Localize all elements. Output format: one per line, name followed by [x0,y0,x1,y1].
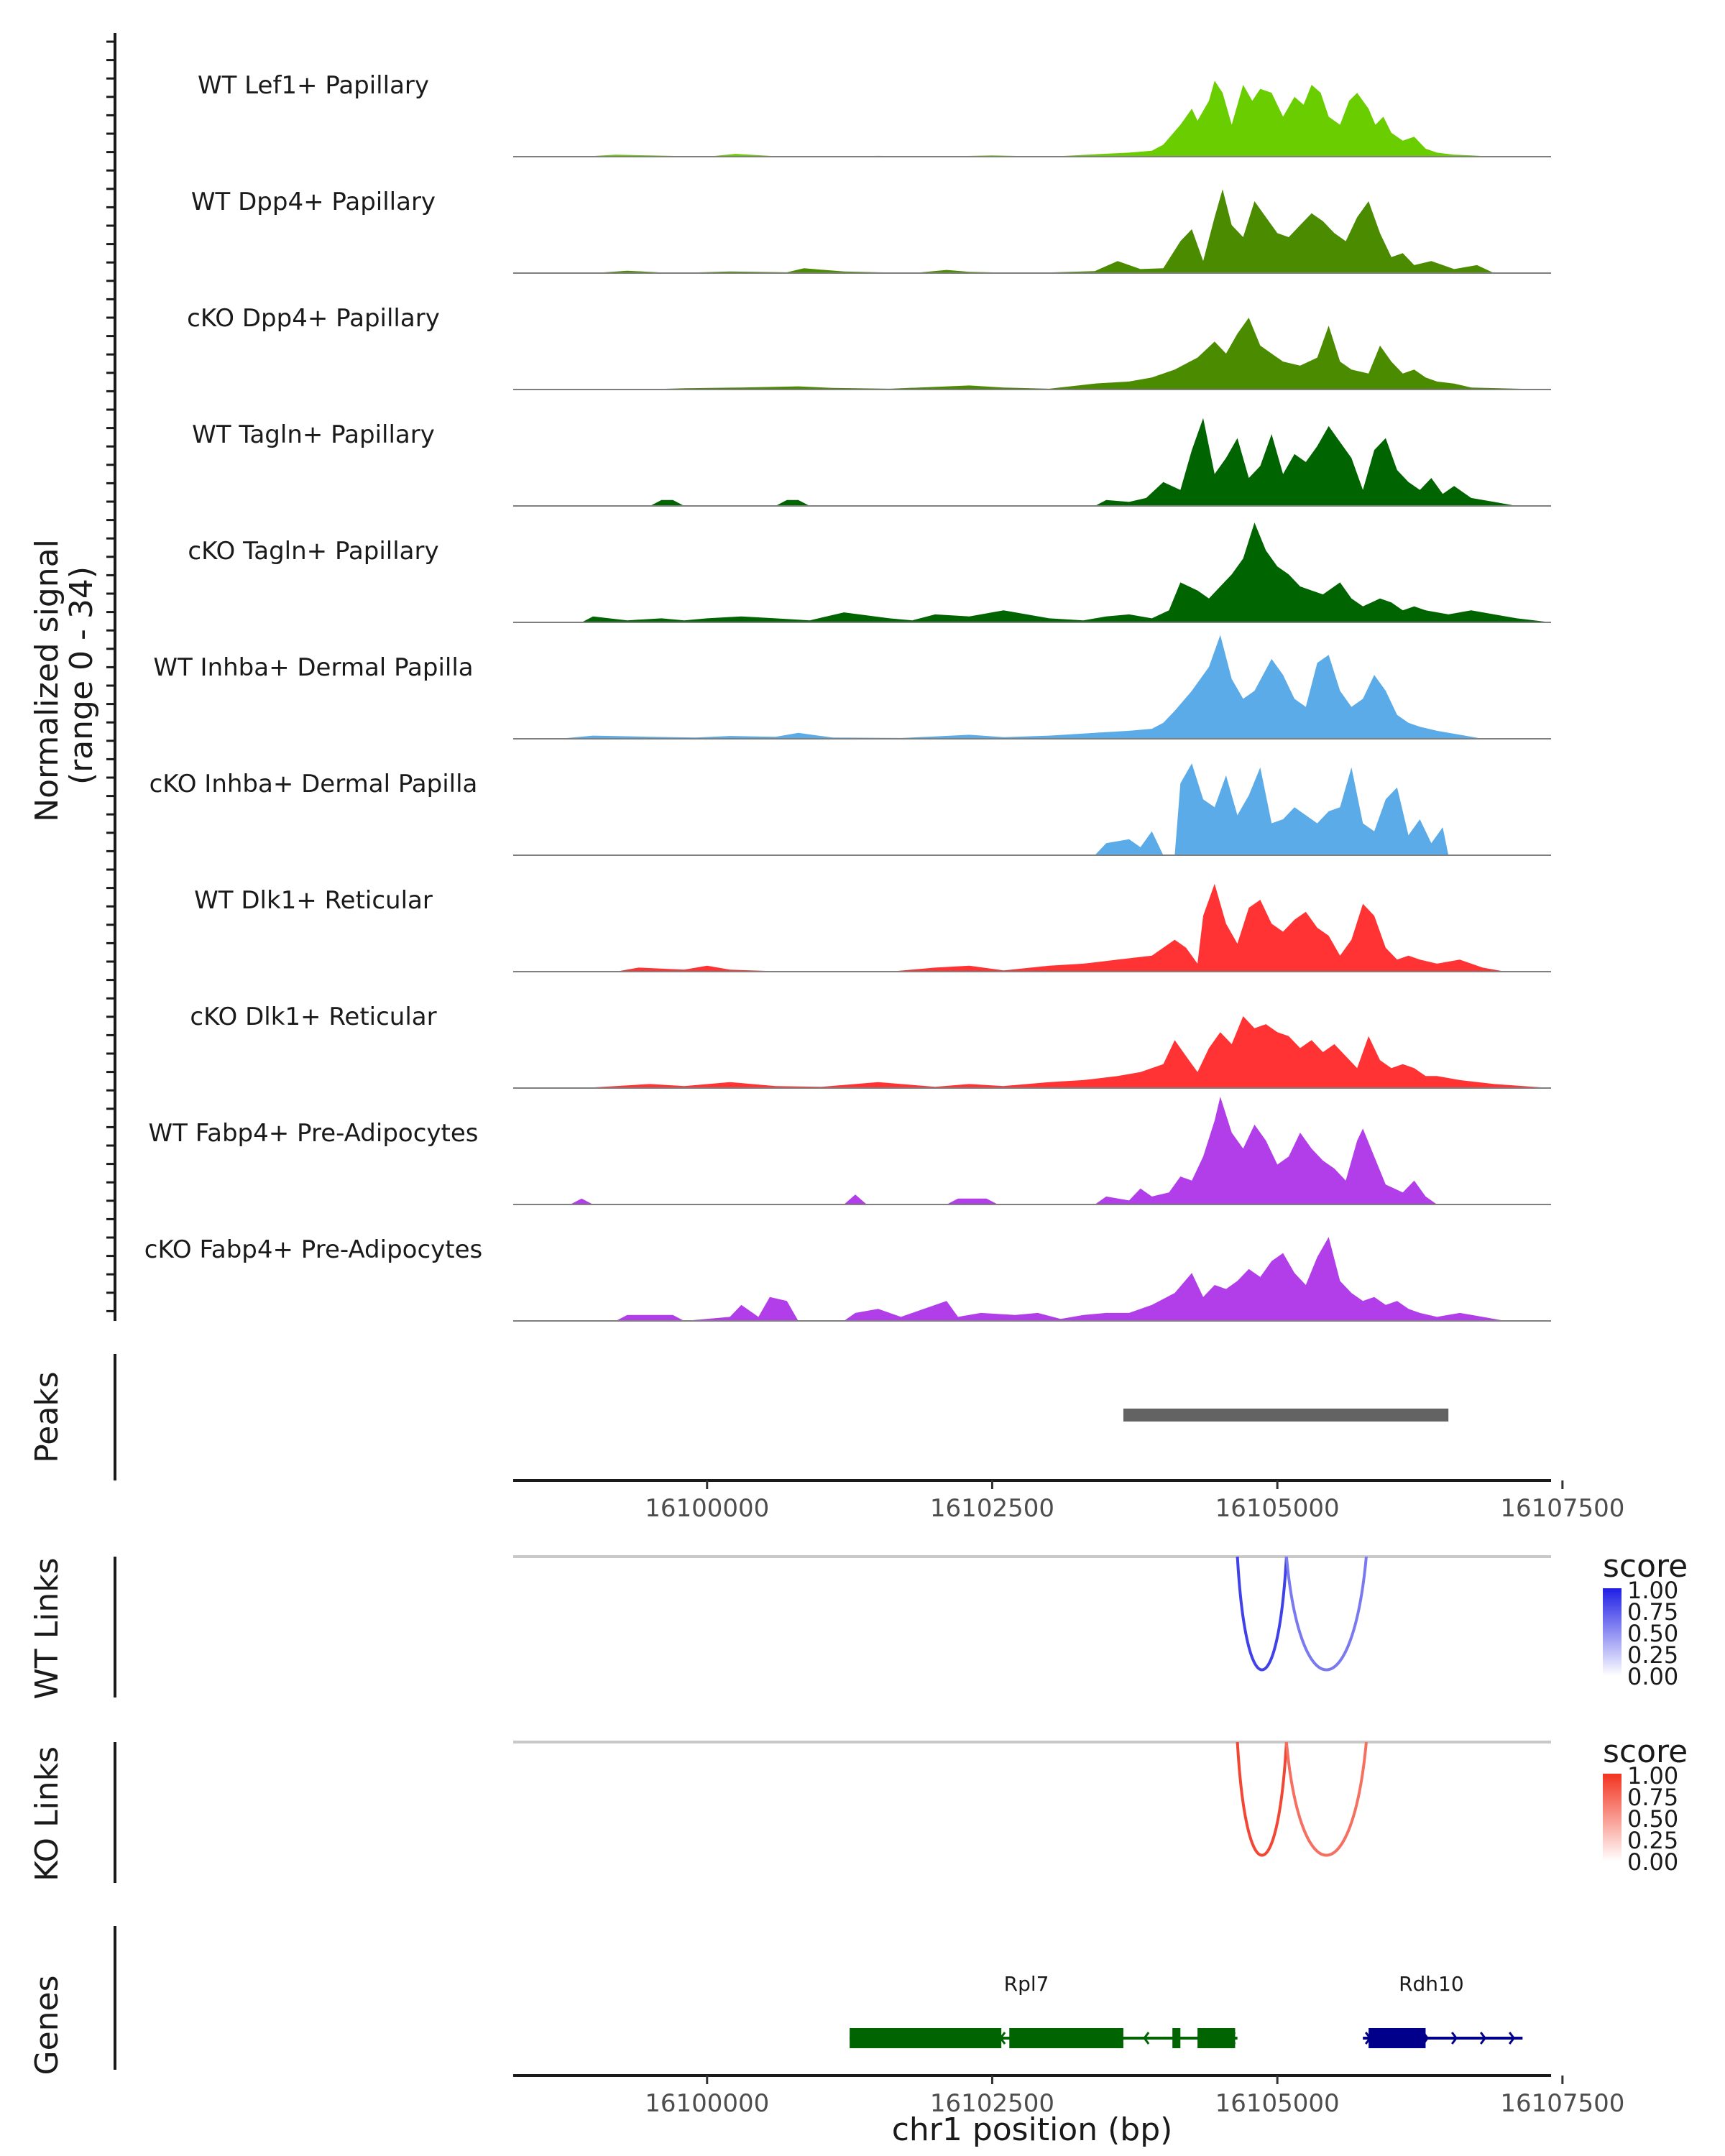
coverage-track-wt-tagln-papillary: WT Tagln+ Papillary [192,418,1551,507]
coverage-track-label: WT Lef1+ Papillary [198,71,429,100]
coverage-area [513,763,1551,855]
link-arc [1284,1741,1368,1857]
x-tick-label: 16102500 [930,1494,1054,1523]
wt-links-track-title: WT Links [29,1557,65,1699]
genes-track-title: Genes [29,1975,65,2075]
link-arc [1284,1556,1368,1672]
x-tick-label: 16100000 [645,2089,769,2118]
coverage-track-cko-dlk1-reticular: cKO Dlk1+ Reticular [190,1003,1551,1089]
strand-arrow [1479,2032,1487,2045]
link-arc [1236,1741,1288,1857]
legend-tick-label: 0.25 [1627,1641,1678,1669]
coverage-track-label: WT Tagln+ Papillary [192,420,435,449]
legend-tick-label: 0.00 [1627,1663,1678,1690]
coverage-y-axis-title: Normalized signal (range 0 - 34) [29,529,100,822]
x-tick-label: 16107500 [1500,2089,1624,2118]
coverage-area [513,189,1551,273]
coverage-y-title-line-1: Normalized signal [29,539,65,822]
coverage-track-label: WT Fabp4+ Pre-Adipocytes [149,1119,479,1148]
coverage-area [513,883,1551,972]
gene-label: Rdh10 [1399,1972,1464,1996]
coverage-track-label: cKO Dlk1+ Reticular [190,1003,436,1031]
gene-exon [1009,2028,1123,2048]
coverage-tracks: WT Lef1+ Papillary WT Dpp4+ Papillary cKO … [106,33,1551,1322]
strand-arrow [1143,2032,1150,2045]
x-axis-lower: chr1 position (bp) 16100000 16102500 16105… [513,2074,1624,2148]
gene-exon [1197,2028,1236,2048]
coverage-track-cko-dpp4-papillary: cKO Dpp4+ Papillary [187,304,1551,390]
coverage-area [513,1237,1551,1321]
strand-arrow [1508,2032,1516,2045]
coverage-track-label: cKO Tagln+ Papillary [188,537,438,566]
link-track-wt-links: 1.000.750.500.250.00 [114,1555,1678,1697]
coverage-area [513,522,1551,622]
gene-rpl7: Rpl7 [850,1972,1238,2048]
ko-links-track-title: KO Links [29,1746,65,1881]
x-tick-label: 16107500 [1500,1494,1624,1523]
legend-tick-label: 0.25 [1627,1827,1678,1854]
x-axis-upper: 16100000 16102500 16105000 16107500 [513,1479,1624,1523]
x-axis-title: chr1 position (bp) [892,2111,1173,2148]
legend-colorbar [1603,1588,1622,1676]
peaks-track-title: Peaks [29,1371,65,1462]
coverage-area [513,1097,1551,1204]
strand-arrow [1450,2032,1458,2045]
x-tick-label: 16100000 [645,1494,769,1523]
coverage-track-cko-fabp4-pre-adipocytes: cKO Fabp4+ Pre-Adipocytes [144,1235,1551,1322]
coverage-area [513,80,1551,157]
gene-exon [1368,2028,1426,2048]
gene-exon [1172,2028,1181,2048]
gene-label: Rpl7 [1004,1972,1049,1996]
legend-tick-label: 0.50 [1627,1805,1678,1833]
ko-links-legend-title: score [1603,1733,1688,1770]
x-tick-label: 16105000 [1215,2089,1340,2118]
gene-rdh10: Rdh10 [1363,1972,1523,2048]
coverage-track-label: cKO Inhba+ Dermal Papilla [150,770,478,798]
coverage-area [513,1016,1551,1088]
coverage-track-wt-inhba-dermal-papilla: WT Inhba+ Dermal Papilla [153,635,1551,740]
legend-colorbar [1603,1774,1622,1861]
peaks-track: Peaks [29,1354,1449,1480]
legend-tick-label: 1.00 [1627,1762,1678,1789]
wt-links-legend-title: score [1603,1548,1688,1585]
coverage-track-cko-tagln-papillary: cKO Tagln+ Papillary [188,522,1551,623]
legend-tick-label: 1.00 [1627,1577,1678,1604]
peak-interval [1123,1409,1449,1422]
legend-tick-label: 0.00 [1627,1848,1678,1876]
gene-exon [850,2028,1002,2048]
coverage-y-title-line-2: (range 0 - 34) [63,566,100,785]
coverage-track-label: WT Dpp4+ Papillary [191,188,436,216]
coverage-area [513,318,1551,390]
coverage-track-wt-lef1-papillary: WT Lef1+ Papillary [198,71,1551,157]
legend-tick-label: 0.50 [1627,1620,1678,1647]
coverage-track-label: WT Inhba+ Dermal Papilla [153,653,473,682]
x-tick-label: 16105000 [1215,1494,1340,1523]
legend-tick-label: 0.75 [1627,1784,1678,1811]
coverage-track-label: WT Dlk1+ Reticular [194,886,433,915]
coverage-track-wt-dlk1-reticular: WT Dlk1+ Reticular [194,883,1551,972]
coverage-area [513,418,1551,506]
coverage-track-wt-dpp4-papillary: WT Dpp4+ Papillary [191,188,1551,274]
link-tracks: WT Links KO Links score score 1.000.750.… [29,1548,1688,1883]
coverage-track-wt-fabp4-pre-adipocytes: WT Fabp4+ Pre-Adipocytes [149,1097,1551,1205]
coverage-track-label: cKO Dpp4+ Papillary [187,304,440,333]
link-track-ko-links: 1.000.750.500.250.00 [114,1741,1678,1883]
genes-track: Genes Rpl7 Rdh10 [29,1926,1523,2076]
coverage-track-cko-inhba-dermal-papilla: cKO Inhba+ Dermal Papilla [150,763,1551,856]
legend-tick-label: 0.75 [1627,1598,1678,1626]
x-tick-label: 16102500 [930,2089,1054,2118]
link-arc [1236,1556,1288,1672]
coverage-area [513,635,1551,739]
coverage-track-label: cKO Fabp4+ Pre-Adipocytes [144,1235,483,1264]
